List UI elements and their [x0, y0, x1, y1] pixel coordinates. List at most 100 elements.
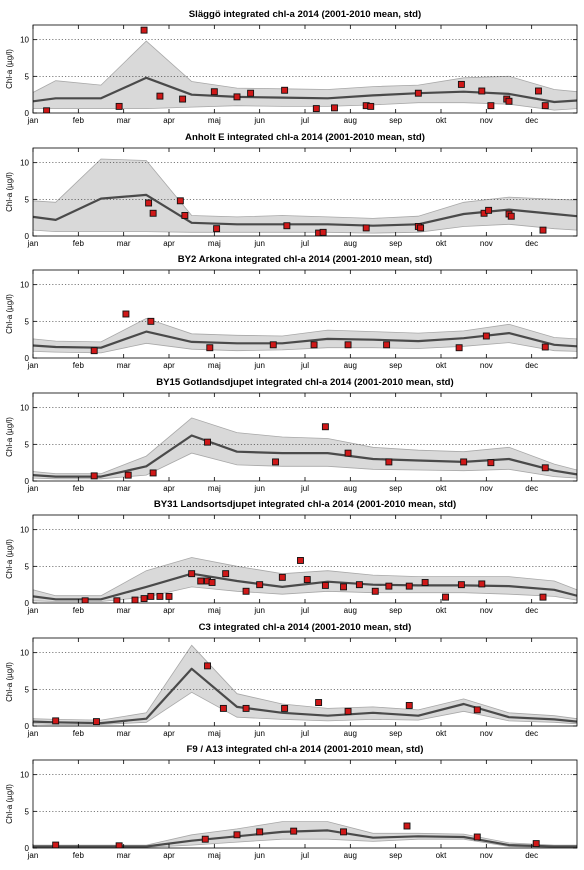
std-band: [33, 317, 577, 354]
observation-point: [281, 86, 289, 94]
observation-point: [344, 707, 352, 715]
observation-point: [90, 347, 98, 355]
y-tick-label: 5: [25, 685, 30, 694]
x-tick-label: jul: [300, 606, 309, 615]
x-tick-label: jun: [253, 116, 265, 125]
observation-point: [385, 582, 393, 590]
x-tick-label: dec: [525, 239, 538, 248]
x-tick-label: mar: [117, 116, 131, 125]
x-tick-label: feb: [73, 729, 85, 738]
y-axis-label: Chl-a (µg/l): [5, 417, 14, 457]
mean-line: [33, 76, 577, 104]
observation-point: [405, 582, 413, 590]
observation-point: [344, 341, 352, 349]
x-tick-label: feb: [73, 116, 85, 125]
x-tick-label: dec: [525, 729, 538, 738]
observation-point: [208, 579, 216, 586]
x-tick-label: apr: [163, 606, 175, 615]
observation-point: [122, 310, 130, 318]
y-tick-label: 0: [25, 844, 30, 853]
y-tick-label: 10: [20, 526, 29, 535]
x-tick-label: nov: [480, 729, 493, 738]
observation-point: [197, 577, 205, 585]
observation-point: [473, 706, 481, 714]
observation-point: [403, 822, 411, 830]
chart-title: F9 / A13 integrated chl-a 2014 (2001-201…: [187, 744, 424, 755]
x-tick-label: sep: [389, 606, 402, 615]
x-tick-label: maj: [208, 484, 221, 493]
observation-point: [242, 704, 250, 712]
observation-point: [541, 464, 549, 472]
observation-point: [213, 225, 221, 233]
x-tick-label: feb: [73, 606, 85, 615]
y-axis-label: Chl-a (µg/l): [5, 294, 14, 334]
x-tick-label: okt: [436, 729, 447, 738]
x-tick-label: okt: [436, 239, 447, 248]
std-band: [33, 158, 577, 234]
x-tick-label: apr: [163, 729, 175, 738]
observation-point: [541, 102, 549, 110]
chart-panel-2: Anholt E integrated chl-a 2014 (2001-201…: [5, 132, 578, 248]
observation-point: [321, 581, 329, 589]
x-tick-label: okt: [436, 361, 447, 370]
observation-point: [539, 226, 547, 234]
x-tick-label: okt: [436, 484, 447, 493]
x-tick-label: nov: [480, 361, 493, 370]
x-tick-label: dec: [525, 484, 538, 493]
x-tick-label: jul: [300, 361, 309, 370]
observation-point: [371, 587, 379, 595]
observation-point: [81, 597, 89, 603]
observation-point: [43, 107, 51, 113]
mean-line: [33, 829, 577, 848]
observation-point: [269, 341, 277, 349]
y-tick-label: 0: [25, 109, 30, 118]
chart-title: Anholt E integrated chl-a 2014 (2001-201…: [185, 132, 425, 143]
observation-point: [473, 833, 481, 841]
observation-point: [319, 228, 327, 236]
x-tick-label: okt: [436, 851, 447, 860]
observation-point: [204, 662, 211, 670]
observation-point: [478, 580, 486, 588]
x-tick-label: feb: [73, 239, 85, 248]
x-tick-label: jul: [300, 239, 309, 248]
observation-point: [532, 840, 540, 848]
chart-panel-3: BY2 Arkona integrated chl-a 2014 (2001-2…: [5, 254, 578, 370]
observation-point: [297, 557, 304, 564]
x-tick-label: mar: [117, 606, 131, 615]
y-axis-label: Chl-a (µg/l): [5, 784, 14, 824]
x-tick-label: sep: [389, 484, 402, 493]
observation-point: [256, 828, 264, 836]
x-tick-label: feb: [73, 484, 85, 493]
std-band: [33, 40, 577, 111]
x-tick-label: mar: [117, 239, 131, 248]
mean-line: [33, 667, 577, 725]
observation-point: [272, 458, 279, 466]
observation-point: [219, 704, 227, 712]
observation-point: [405, 702, 413, 709]
observation-point: [455, 344, 463, 352]
y-tick-label: 10: [20, 649, 29, 658]
x-tick-label: dec: [525, 116, 538, 125]
observation-point: [457, 80, 465, 88]
observation-point: [290, 827, 298, 835]
chart-panel-5: BY31 Landsortsdjupet integrated chl-a 20…: [5, 499, 578, 615]
x-tick-label: apr: [163, 361, 175, 370]
observation-point: [487, 102, 495, 110]
observation-point: [247, 89, 255, 97]
x-tick-label: sep: [389, 361, 402, 370]
x-tick-label: nov: [480, 239, 493, 248]
mean-line: [33, 434, 577, 478]
observation-point: [179, 95, 187, 103]
y-tick-label: 5: [25, 317, 30, 326]
x-tick-label: jun: [253, 851, 265, 860]
observation-point: [417, 224, 425, 232]
observation-point: [176, 197, 184, 205]
plot-area: [33, 26, 577, 113]
observation-point: [52, 841, 60, 848]
observation-point: [535, 87, 542, 95]
observation-point: [421, 579, 429, 586]
x-tick-label: jun: [253, 239, 265, 248]
x-tick-label: apr: [163, 851, 175, 860]
y-axis-label: Chl-a (µg/l): [5, 662, 14, 702]
